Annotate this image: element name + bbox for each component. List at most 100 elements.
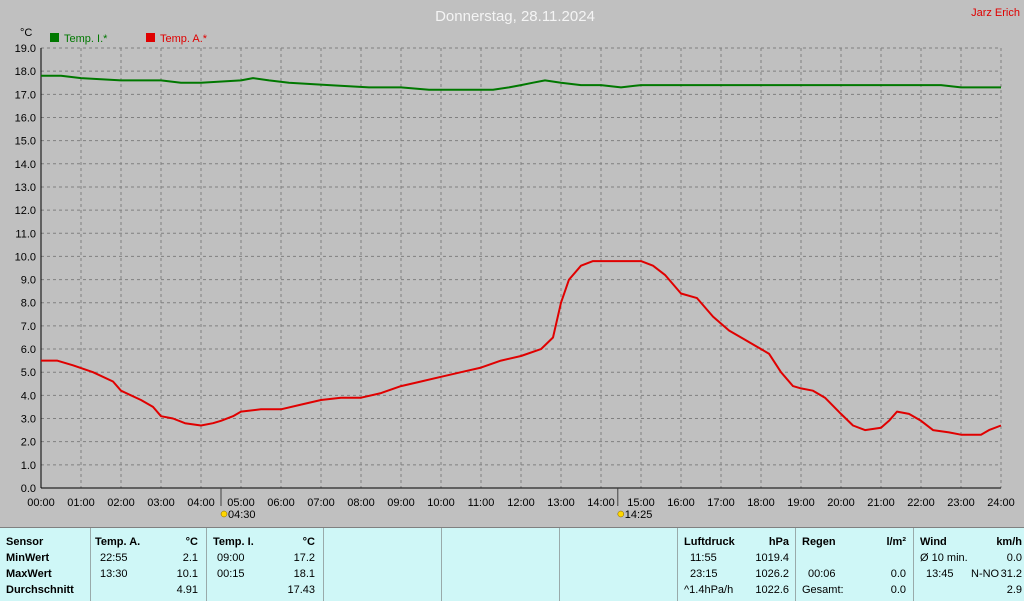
temp-i-column: Temp. I. °C 09:00 17.2 00:15 18.1 17.43 [207, 528, 324, 601]
temp-a-header: Temp. A. [95, 536, 141, 548]
x-tick-label: 20:00 [827, 497, 855, 509]
pressure-header: Luftdruck [684, 536, 735, 548]
wind-max-direction: N-NO [971, 568, 1000, 580]
x-tick-label: 24:00 [987, 497, 1015, 509]
wind-column: Wind km/h Ø 10 min. 0.0 13:45 N-NO 31.2 … [914, 528, 1024, 601]
pressure-min-time: 11:55 [690, 552, 717, 564]
pressure-min: 1019.4 [755, 552, 789, 564]
x-tick-label: 06:00 [267, 497, 295, 509]
temp-a-column: Temp. A. °C 22:55 2.1 13:30 10.1 4.91 [91, 528, 207, 601]
pressure-max: 1026.2 [755, 568, 789, 580]
temp-i-max: 18.1 [293, 568, 315, 580]
x-tick-label: 22:00 [907, 497, 935, 509]
temp-a-min: 2.1 [182, 552, 198, 564]
wind-avg: 0.0 [1006, 552, 1022, 564]
legend-swatch [146, 33, 155, 42]
y-tick-label: 5.0 [21, 367, 36, 379]
rain-max: 0.0 [890, 568, 906, 580]
x-tick-label: 15:00 [627, 497, 655, 509]
y-tick-label: 3.0 [21, 414, 36, 426]
pressure-unit: hPa [768, 536, 789, 548]
temp-a-unit: °C [185, 536, 198, 548]
pressure-column: Luftdruck hPa 11:55 1019.4 23:15 1026.2 … [678, 528, 796, 601]
x-tick-label: 12:00 [507, 497, 535, 509]
wind-unit: km/h [996, 536, 1022, 548]
pressure-trend: ^1.4hPa/h [684, 584, 734, 596]
y-tick-label: 13.0 [15, 182, 36, 194]
x-tick-label: 09:00 [387, 497, 415, 509]
x-tick-label: 03:00 [147, 497, 175, 509]
x-tick-label: 04:00 [187, 497, 215, 509]
row-label-min: MinWert [6, 552, 50, 564]
x-tick-label: 10:00 [427, 497, 455, 509]
temp-i-header: Temp. I. [213, 536, 254, 548]
temp-i-max-time: 00:15 [217, 568, 245, 580]
sensor-header: Sensor [6, 536, 44, 548]
temp-a-max: 10.1 [176, 568, 198, 580]
temp-a-avg: 4.91 [176, 584, 198, 596]
empty-column-3 [560, 528, 678, 601]
x-tick-label: 14:00 [587, 497, 615, 509]
wind-max-time: 13:45 [926, 568, 954, 580]
temp-a-min-time: 22:55 [100, 552, 128, 564]
wind-last: 2.9 [1006, 584, 1022, 596]
legend-label: Temp. A.* [160, 33, 208, 45]
x-tick-label: 08:00 [347, 497, 375, 509]
x-tick-label: 11:00 [468, 497, 495, 509]
y-tick-label: 1.0 [21, 460, 36, 472]
row-label-max: MaxWert [6, 568, 52, 580]
temp-i-unit: °C [302, 536, 315, 548]
axis-labels: 0.0 1.0 2.0 3.0 4.0 5.0 6.0 7.0 8.0 9.0 10.0 11.0 12… [15, 43, 1015, 509]
temp-a-max-time: 13:30 [100, 568, 128, 580]
y-tick-label: 2.0 [21, 437, 36, 449]
row-label-avg: Durchschnitt [6, 584, 74, 596]
sensor-column: Sensor MinWert MaxWert Durchschnitt [0, 528, 91, 601]
y-tick-label: 9.0 [21, 275, 36, 287]
y-tick-label: 19.0 [15, 43, 36, 55]
pressure-avg: 1022.6 [755, 584, 789, 596]
y-tick-label: 16.0 [15, 112, 36, 124]
chart-title: Donnerstag, 28.11.2024 [435, 8, 595, 25]
empty-column-2 [442, 528, 560, 601]
temperature-chart: Donnerstag, 28.11.2024 Jarz Erich °C Tem… [15, 7, 1020, 521]
y-tick-label: 14.0 [15, 159, 36, 171]
x-tick-label: 05:00 [227, 497, 255, 509]
empty-column-1 [324, 528, 442, 601]
x-tick-label: 19:00 [787, 497, 815, 509]
x-tick-label: 13:00 [547, 497, 575, 509]
temp-i-min-time: 09:00 [217, 552, 245, 564]
y-tick-label: 18.0 [15, 66, 36, 78]
y-tick-label: 0.0 [21, 483, 36, 495]
sunrise-icon [220, 510, 228, 518]
wind-avg-label: Ø 10 min. [920, 552, 968, 564]
grid [40, 47, 1002, 489]
y-tick-label: 4.0 [21, 390, 36, 402]
y-tick-label: 17.0 [15, 89, 36, 101]
statistics-panel: Sensor MinWert MaxWert Durchschnitt Temp… [0, 527, 1024, 601]
legend: Temp. I.* Temp. A.* [50, 33, 208, 45]
x-tick-label: 17:00 [707, 497, 735, 509]
rain-total: 0.0 [890, 584, 906, 596]
rain-column: Regen l/m² 00:06 0.0 Gesamt: 0.0 [796, 528, 914, 601]
series-layer [41, 74, 1002, 436]
pressure-max-time: 23:15 [690, 568, 718, 580]
y-tick-label: 7.0 [21, 321, 36, 333]
y-tick-label: 12.0 [15, 205, 36, 217]
author-label: Jarz Erich [971, 7, 1020, 19]
x-tick-label: 16:00 [667, 497, 695, 509]
x-tick-label: 00:00 [27, 497, 55, 509]
series-line-1 [41, 260, 1002, 436]
sunset-icon [617, 510, 625, 518]
y-tick-label: 15.0 [15, 136, 36, 148]
series-line-0 [41, 74, 1001, 91]
marker-label: 04:30 [228, 509, 256, 521]
y-tick-label: 11.0 [15, 228, 36, 240]
rain-max-time: 00:06 [808, 568, 836, 580]
rain-total-label: Gesamt: [802, 584, 844, 596]
temp-i-avg: 17.43 [287, 584, 315, 596]
x-tick-label: 07:00 [307, 497, 335, 509]
wind-max: 31.2 [1000, 568, 1022, 580]
legend-swatch [50, 33, 59, 42]
wind-header: Wind [920, 536, 947, 548]
marker-label: 14:25 [625, 509, 653, 521]
